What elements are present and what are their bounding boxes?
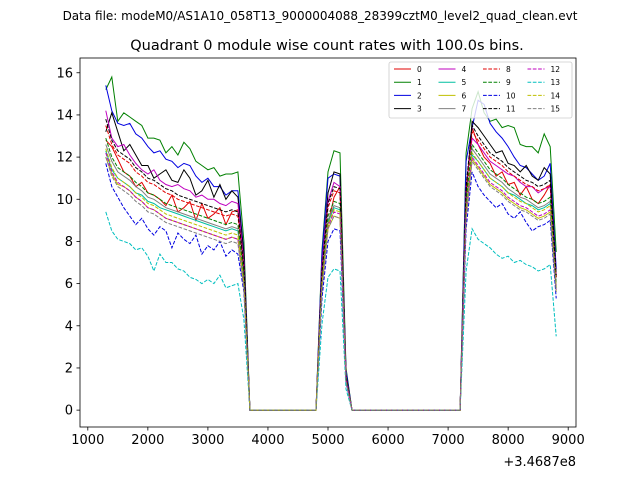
x-tick-label-5000: 5000: [311, 433, 344, 448]
legend-label-0: 0: [417, 65, 422, 74]
legend-label-12: 12: [551, 65, 561, 74]
x-tick-label-7000: 7000: [432, 433, 465, 448]
x-tick-label-9000: 9000: [552, 433, 585, 448]
series-line-8: [105, 125, 557, 411]
chart-title: Quadrant 0 module wise count rates with …: [130, 38, 524, 54]
legend-label-9: 9: [506, 78, 511, 87]
legend-label-2: 2: [417, 91, 422, 100]
legend-label-7: 7: [462, 105, 467, 114]
x-tick-label-8000: 8000: [492, 433, 525, 448]
y-tick-label-0: 0: [65, 404, 73, 419]
series-line-15: [105, 156, 557, 411]
series-line-9: [105, 137, 557, 411]
series-line-4: [105, 110, 557, 411]
y-tick-label-10: 10: [56, 193, 73, 208]
series-line-12: [105, 152, 557, 411]
y-tick-label-14: 14: [56, 108, 73, 123]
y-tick-label-8: 8: [65, 235, 73, 250]
legend-label-13: 13: [551, 78, 561, 87]
y-tick-label-16: 16: [56, 66, 73, 81]
legend-label-1: 1: [417, 78, 422, 87]
x-tick-label-1000: 1000: [71, 433, 104, 448]
legend-label-6: 6: [462, 91, 467, 100]
series-line-11: [105, 118, 557, 411]
figure-suptitle: Data file: modeM0/AS1A10_058T13_90000040…: [63, 9, 578, 23]
series-line-3: [105, 111, 557, 411]
legend-frame: [388, 61, 573, 119]
series-line-14: [105, 148, 557, 411]
x-tick-label-4000: 4000: [251, 433, 284, 448]
legend-label-8: 8: [506, 65, 511, 74]
legend-label-4: 4: [462, 65, 467, 74]
series-line-7: [105, 144, 557, 411]
x-axis-offset-label: +3.4687e8: [503, 455, 576, 470]
legend-label-3: 3: [417, 105, 422, 114]
legend-label-5: 5: [462, 78, 467, 87]
y-tick-label-4: 4: [65, 319, 73, 334]
y-tick-label-2: 2: [65, 361, 73, 376]
y-tick-label-12: 12: [56, 151, 73, 166]
series-line-13: [105, 211, 557, 411]
series-line-10: [105, 163, 557, 411]
series-line-0: [105, 127, 557, 411]
legend-label-15: 15: [551, 105, 561, 114]
x-tick-label-6000: 6000: [372, 433, 405, 448]
legend-label-14: 14: [551, 91, 561, 100]
x-tick-label-3000: 3000: [191, 433, 224, 448]
legend-label-10: 10: [506, 91, 516, 100]
series-lines: [105, 75, 557, 411]
plot-area: 1000 2000 3000 4000 5000 6000 7000 8000 9000 0 2 4 6…: [56, 57, 585, 448]
x-tick-label-2000: 2000: [131, 433, 164, 448]
legend-label-11: 11: [506, 105, 516, 114]
y-tick-label-6: 6: [65, 277, 73, 292]
